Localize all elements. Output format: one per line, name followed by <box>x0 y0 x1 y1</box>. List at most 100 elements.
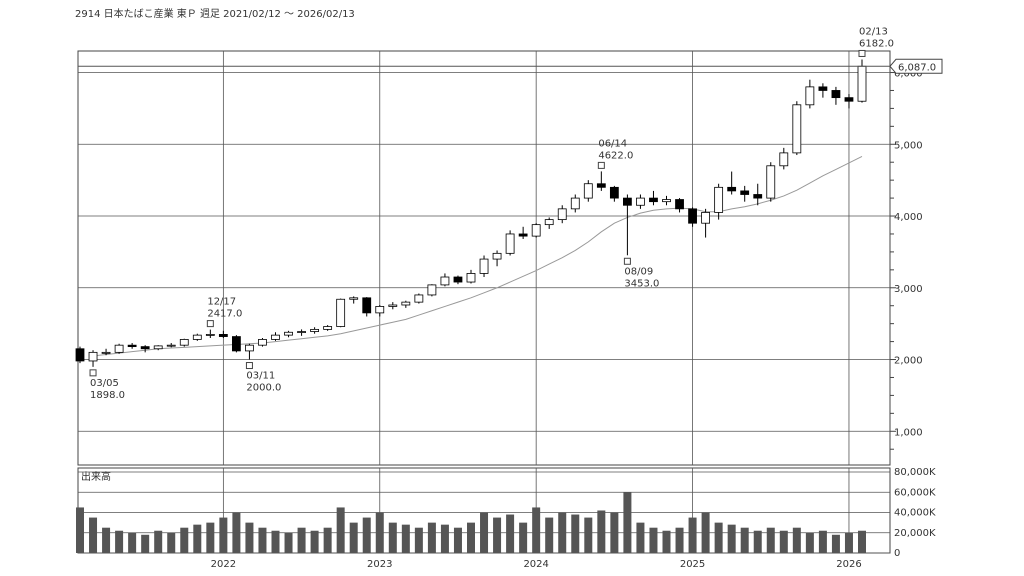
last-price-box <box>889 58 943 74</box>
candle-body <box>271 334 280 340</box>
volume-bar <box>388 522 397 553</box>
x-tick-label: 2024 <box>523 559 548 570</box>
volume-bar <box>271 530 280 553</box>
candle-body <box>466 273 476 283</box>
volume-bar <box>336 507 345 553</box>
volume-bar <box>584 517 593 553</box>
x-tick-label: 2023 <box>367 559 392 570</box>
volume-bar <box>76 507 84 553</box>
candle-body <box>740 190 750 195</box>
volume-bar <box>180 527 189 553</box>
candle-body <box>792 104 802 154</box>
volume-bar <box>753 530 762 553</box>
volume-bar <box>414 527 423 553</box>
annotation-marker <box>245 362 253 370</box>
annotation-label: 2000.0 <box>246 383 281 394</box>
candle-body <box>479 258 489 274</box>
volume-bar <box>545 517 554 553</box>
candle-body <box>609 186 619 199</box>
candle-body <box>779 152 789 167</box>
candle-body <box>623 197 632 206</box>
candle-body <box>701 212 710 224</box>
volume-bar <box>167 532 176 553</box>
volume-bar <box>89 517 98 553</box>
annotation-date: 12/17 <box>207 297 236 308</box>
annotation-date: 02/13 <box>859 26 888 37</box>
candle-body <box>245 344 254 352</box>
candle-body <box>492 252 502 260</box>
annotation-marker <box>597 161 605 169</box>
volume-bar <box>128 532 137 553</box>
annotation-date: 08/09 <box>624 266 653 277</box>
candle-body <box>166 344 176 347</box>
candle-body <box>414 294 424 303</box>
candle-body <box>727 186 737 192</box>
candle-body <box>831 90 841 99</box>
volume-bar <box>844 532 853 553</box>
candle-body <box>101 351 111 354</box>
volume-tick-label: 40,000K <box>894 508 936 519</box>
volume-bar <box>740 527 749 553</box>
candle-body <box>505 233 515 254</box>
candle-body <box>153 345 163 350</box>
y-tick-label: 2,000 <box>894 356 923 367</box>
candle-body <box>388 304 398 307</box>
volume-bar <box>805 532 814 553</box>
volume-bar <box>610 512 619 553</box>
candle-body <box>714 186 724 213</box>
y-tick-label: 6,000 <box>894 69 923 80</box>
chart-title: 2914 日本たばこ産業 東Ｐ 週足 2021/02/12 ～ 2026/02/… <box>75 7 355 20</box>
candle-body <box>531 224 541 237</box>
y-tick-label: 5,000 <box>894 140 923 151</box>
volume-bar <box>480 512 489 553</box>
candle-body <box>688 208 697 224</box>
volume-bar <box>636 522 645 553</box>
candle-body <box>140 346 150 350</box>
volume-bar <box>597 510 606 553</box>
candle-body <box>805 86 815 106</box>
candle-body <box>649 197 658 203</box>
candle-body <box>544 219 554 226</box>
candle-body <box>375 306 385 314</box>
candle-body <box>310 328 320 332</box>
volume-bar <box>401 524 410 553</box>
volume-bar <box>467 522 475 553</box>
candle-body <box>75 348 85 362</box>
volume-bar <box>141 534 150 553</box>
volume-bar <box>427 522 436 553</box>
volume-bar <box>245 522 254 553</box>
volume-bar <box>675 527 684 553</box>
candle-body <box>192 334 202 340</box>
y-tick-label: 1,000 <box>894 427 923 438</box>
annotation-marker <box>206 320 214 328</box>
candle-body <box>336 298 346 327</box>
volume-bar <box>831 534 840 553</box>
volume-tick-label: 0 <box>894 548 900 559</box>
candle-body <box>583 183 593 199</box>
candle-body <box>857 65 867 102</box>
volume-bar <box>649 527 658 553</box>
volume-bar <box>258 527 267 553</box>
volume-bar <box>102 527 111 553</box>
volume-bar <box>701 512 710 553</box>
volume-bar <box>297 527 306 553</box>
volume-bar <box>571 514 580 553</box>
candle-body <box>114 344 124 353</box>
volume-tick-label: 80,000K <box>894 467 936 478</box>
annotation-label: 4622.0 <box>598 150 633 161</box>
volume-bar <box>662 530 671 553</box>
annotation-label: 3453.0 <box>624 278 659 289</box>
volume-bar <box>323 527 332 553</box>
candle-body <box>323 326 333 330</box>
candle-body <box>362 297 372 314</box>
candle-body <box>179 339 189 346</box>
volume-bar <box>623 492 632 553</box>
candle-body <box>662 199 671 203</box>
candle-body <box>453 276 463 283</box>
annotation-label: 6182.0 <box>859 38 894 49</box>
candle-body <box>427 284 437 296</box>
volume-bar <box>727 524 736 553</box>
volume-tick-label: 20,000K <box>894 528 936 539</box>
candle-body <box>675 199 684 210</box>
